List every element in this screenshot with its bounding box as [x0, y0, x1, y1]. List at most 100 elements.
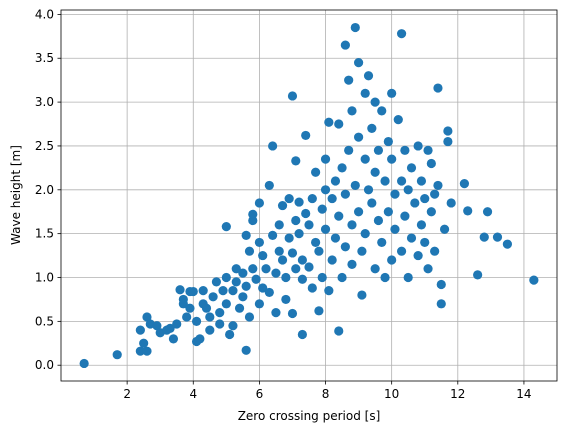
scatter-point [367, 123, 377, 134]
scatter-point [416, 176, 427, 186]
scatter-point [337, 163, 347, 173]
scatter-point [403, 185, 413, 195]
scatter-point [327, 255, 337, 265]
scatter-point [195, 334, 205, 344]
scatter-point [307, 283, 317, 293]
scatter-point [291, 264, 301, 274]
scatter-point [297, 329, 307, 340]
scatter-point [396, 29, 407, 39]
scatter-point [380, 272, 390, 283]
scatter-point [426, 158, 436, 169]
scatter-point [284, 193, 294, 204]
scatter-point [377, 106, 387, 116]
scatter-point [274, 246, 284, 256]
x-tick-label: 4 [189, 387, 197, 401]
scatter-point [304, 220, 314, 230]
scatter-point [347, 259, 357, 269]
scatter-point [225, 329, 235, 340]
axis-ticks: 2 4 6 8 10 12 14 0.0 0.5 1.0 1.5 2.0 2.5 3.0 3.5 4.0 [35, 7, 532, 401]
scatter-point [330, 176, 341, 186]
scatter-point [413, 141, 423, 151]
scatter-point [287, 91, 298, 101]
scatter-point [165, 323, 175, 333]
plot-frame [60, 9, 558, 382]
scatter-point [459, 179, 470, 189]
scatter-point [370, 97, 380, 107]
x-tick-label: 6 [256, 387, 264, 401]
scatter-point [314, 306, 324, 316]
scatter-point [79, 358, 89, 369]
scatter-point [175, 285, 185, 295]
y-tick-label: 3.5 [35, 51, 54, 65]
scatter-point [380, 176, 390, 186]
scatter-point [244, 246, 255, 256]
scatter-point [363, 71, 374, 81]
scatter-point [373, 215, 384, 226]
scatter-point [311, 167, 321, 177]
scatter-point [307, 193, 317, 204]
scatter-point [406, 233, 417, 243]
scatter-point [311, 237, 321, 248]
y-axis-title: Wave height [m] [9, 145, 23, 245]
scatter-point [301, 208, 311, 219]
scatter-point [340, 40, 350, 50]
scatter-point [112, 350, 122, 360]
scatter-point [320, 224, 331, 234]
scatter-point [221, 272, 231, 283]
scatter-point [327, 193, 337, 204]
scatter-point [383, 207, 393, 217]
scatter-point [228, 286, 238, 296]
scatter-point [360, 154, 370, 164]
x-tick-label: 10 [384, 387, 399, 401]
scatter-point [443, 126, 453, 136]
scatter-point [208, 292, 218, 302]
scatter-point [287, 308, 298, 319]
scatter-point [400, 211, 410, 221]
scatter-point [390, 224, 400, 234]
scatter-point [294, 229, 304, 239]
scatter-point [393, 115, 403, 125]
scatter-point [271, 268, 281, 278]
scatter-point [426, 207, 436, 217]
scatter-point [387, 255, 397, 265]
scatter-point [297, 274, 307, 284]
scatter-point [191, 316, 202, 326]
scatter-point [344, 145, 354, 155]
scatter-point [215, 307, 225, 318]
scatter-point [344, 75, 354, 85]
scatter-point [178, 299, 188, 309]
scatter-point [354, 132, 364, 142]
scatter-point [317, 204, 327, 214]
x-tick-label: 14 [516, 387, 531, 401]
scatter-point [324, 286, 334, 296]
scatter-point [241, 281, 251, 291]
scatter-point [168, 334, 179, 344]
scatter-point [291, 215, 301, 226]
scatter-point [363, 185, 374, 195]
scatter-point [334, 326, 344, 336]
scatter-point [314, 246, 324, 256]
y-tick-label: 1.5 [35, 227, 54, 241]
scatter-point [400, 145, 410, 155]
scatter-point [241, 345, 251, 355]
scatter-point [367, 198, 377, 208]
x-axis-title: Zero crossing period [s] [238, 409, 381, 423]
scatter-point [423, 145, 433, 155]
scatter-point [446, 198, 456, 208]
scatter-point [201, 303, 212, 313]
scatter-point [215, 319, 225, 329]
y-tick-label: 3.0 [35, 95, 54, 109]
scatter-point [357, 246, 367, 256]
x-tick-label: 8 [322, 387, 330, 401]
scatter-point [406, 163, 417, 173]
scatter-point [231, 277, 241, 287]
scatter-point [410, 198, 420, 208]
scatter-point [139, 338, 149, 348]
scatter-point [420, 237, 430, 248]
scatter-point [294, 197, 304, 207]
scatter-point [439, 224, 450, 234]
scatter-point [529, 275, 539, 285]
scatter-point [324, 117, 334, 127]
scatter-point [258, 250, 268, 261]
